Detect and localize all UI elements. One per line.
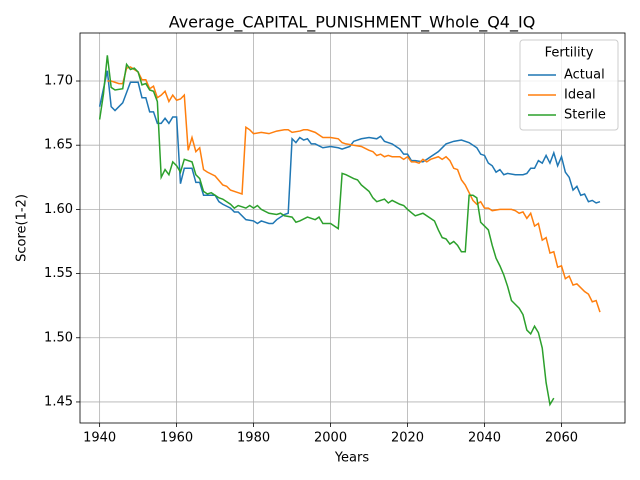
y-tick-label: 1.55 <box>44 266 73 281</box>
x-tick-label: 2060 <box>545 431 578 446</box>
series-line <box>107 66 601 313</box>
x-axis-label: Years <box>334 451 370 466</box>
legend-title: Fertility <box>545 46 594 61</box>
y-axis-label: Score(1-2) <box>15 194 30 262</box>
x-tick-label: 2020 <box>391 431 424 446</box>
legend-label: Sterile <box>564 108 606 123</box>
y-tick-label: 1.65 <box>44 138 73 153</box>
y-tick-label: 1.60 <box>44 202 73 217</box>
series-line <box>98 70 601 225</box>
x-tick-label: 2000 <box>314 431 347 446</box>
y-tick-label: 1.70 <box>44 74 73 89</box>
y-tick-label: 1.50 <box>44 330 73 345</box>
legend-box <box>519 39 619 131</box>
plot-frame <box>79 32 626 424</box>
chart-title: Average_CAPITAL_PUNISHMENT_Whole_Q4_IQ <box>169 13 536 33</box>
x-tick-label: 1960 <box>160 431 193 446</box>
legend-label: Ideal <box>564 88 596 103</box>
x-tick-label: 1940 <box>83 431 116 446</box>
series-line <box>98 55 555 407</box>
y-tick-label: 1.45 <box>44 394 73 409</box>
x-tick-label: 2040 <box>468 431 501 446</box>
x-tick-label: 1980 <box>237 431 270 446</box>
legend-label: Actual <box>564 68 605 83</box>
